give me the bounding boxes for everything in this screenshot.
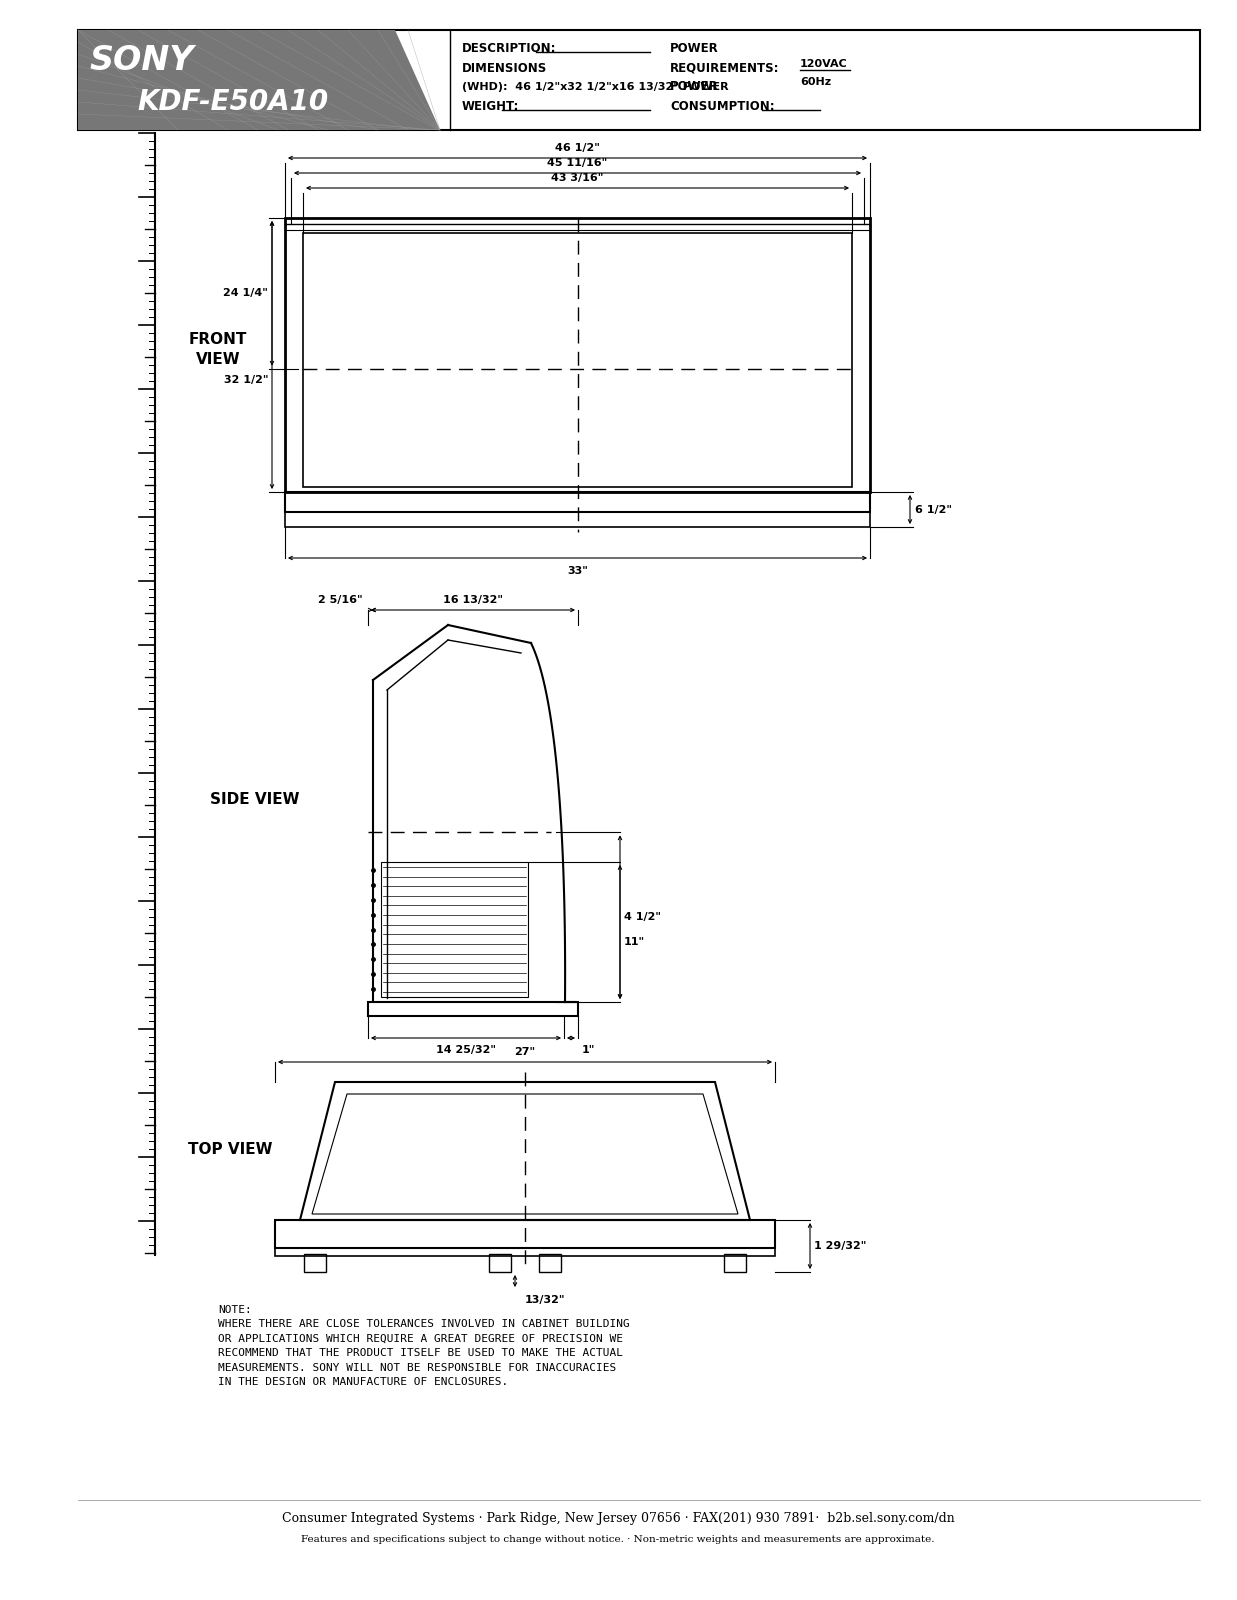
Text: DESCRIPTION:: DESCRIPTION: (461, 42, 557, 54)
Text: 2 5/16": 2 5/16" (318, 595, 362, 605)
Text: POWER: POWER (670, 80, 719, 93)
Text: 43 3/16": 43 3/16" (552, 173, 604, 182)
Text: 1 29/32": 1 29/32" (814, 1242, 866, 1251)
Text: 45 11/16": 45 11/16" (548, 158, 607, 168)
Text: KDF-E50A10: KDF-E50A10 (137, 88, 329, 117)
Text: VIEW: VIEW (195, 352, 240, 368)
Polygon shape (78, 30, 440, 130)
Text: CONSUMPTION:: CONSUMPTION: (670, 99, 774, 112)
Text: 120VAC: 120VAC (800, 59, 847, 69)
Text: 13/32": 13/32" (524, 1294, 565, 1306)
Bar (285, 493, 870, 512)
Text: 27": 27" (515, 1046, 536, 1058)
Text: 11": 11" (623, 938, 646, 947)
Text: REQUIREMENTS:: REQUIREMENTS: (670, 61, 779, 75)
Bar (285, 512, 870, 526)
Text: DIMENSIONS: DIMENSIONS (461, 61, 547, 75)
Text: 1": 1" (581, 1045, 595, 1054)
Text: 33": 33" (567, 566, 588, 576)
Text: 16 13/32": 16 13/32" (443, 595, 503, 605)
Text: WEIGHT:: WEIGHT: (461, 99, 520, 112)
Bar (724, 1254, 746, 1272)
Text: TOP VIEW: TOP VIEW (188, 1142, 272, 1157)
Bar (367, 1002, 578, 1016)
Text: FRONT: FRONT (189, 333, 247, 347)
Text: POWER: POWER (670, 42, 719, 54)
Text: SONY: SONY (90, 43, 194, 77)
Text: 14 25/32": 14 25/32" (435, 1045, 496, 1054)
Text: (WHD):  46 1/2"x32 1/2"x16 13/32" POWER: (WHD): 46 1/2"x32 1/2"x16 13/32" POWER (461, 82, 729, 91)
Text: 32 1/2": 32 1/2" (224, 374, 268, 386)
Text: 24 1/4": 24 1/4" (223, 288, 268, 298)
Text: Consumer Integrated Systems · Park Ridge, New Jersey 07656 · FAX(201) 930 7891· : Consumer Integrated Systems · Park Ridge… (282, 1512, 955, 1525)
Text: Features and specifications subject to change without notice. · Non-metric weigh: Features and specifications subject to c… (302, 1534, 935, 1544)
Bar (285, 218, 870, 493)
Text: NOTE:
WHERE THERE ARE CLOSE TOLERANCES INVOLVED IN CABINET BUILDING
OR APPLICATI: NOTE: WHERE THERE ARE CLOSE TOLERANCES I… (218, 1306, 630, 1387)
Bar (78, 30, 1200, 130)
Text: 6 1/2": 6 1/2" (915, 504, 952, 515)
Bar (381, 862, 528, 997)
Bar (539, 1254, 562, 1272)
Text: 46 1/2": 46 1/2" (555, 142, 600, 154)
Bar (303, 234, 852, 486)
Bar (275, 1248, 776, 1256)
Bar (304, 1254, 327, 1272)
Bar (275, 1219, 776, 1248)
Text: 60Hz: 60Hz (800, 77, 831, 86)
Text: 4 1/2": 4 1/2" (623, 912, 661, 922)
Text: SIDE VIEW: SIDE VIEW (210, 792, 299, 808)
Bar (489, 1254, 511, 1272)
